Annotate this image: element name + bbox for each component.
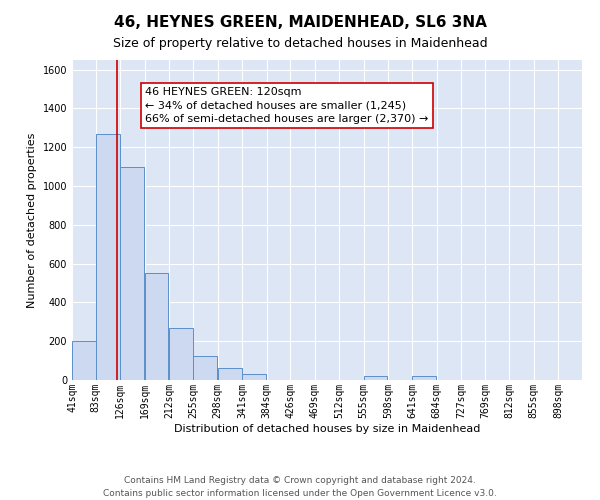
Bar bbox=[364, 376, 388, 380]
X-axis label: Distribution of detached houses by size in Maidenhead: Distribution of detached houses by size … bbox=[174, 424, 480, 434]
Bar bbox=[120, 166, 144, 380]
Bar bbox=[145, 274, 169, 380]
Text: 46 HEYNES GREEN: 120sqm
← 34% of detached houses are smaller (1,245)
66% of semi: 46 HEYNES GREEN: 120sqm ← 34% of detache… bbox=[145, 87, 428, 124]
Bar bbox=[169, 328, 193, 380]
Text: 46, HEYNES GREEN, MAIDENHEAD, SL6 3NA: 46, HEYNES GREEN, MAIDENHEAD, SL6 3NA bbox=[113, 15, 487, 30]
Bar bbox=[193, 356, 217, 380]
Bar bbox=[412, 376, 436, 380]
Bar bbox=[72, 341, 96, 380]
Text: Contains HM Land Registry data © Crown copyright and database right 2024.
Contai: Contains HM Land Registry data © Crown c… bbox=[103, 476, 497, 498]
Y-axis label: Number of detached properties: Number of detached properties bbox=[27, 132, 37, 308]
Bar bbox=[218, 368, 242, 380]
Bar bbox=[242, 374, 266, 380]
Text: Size of property relative to detached houses in Maidenhead: Size of property relative to detached ho… bbox=[113, 38, 487, 51]
Bar bbox=[96, 134, 119, 380]
